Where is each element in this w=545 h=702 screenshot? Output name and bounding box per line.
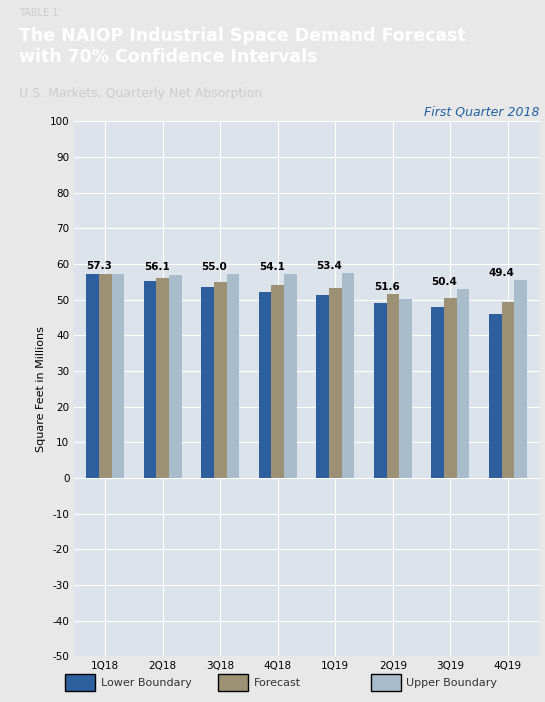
Text: Lower Boundary: Lower Boundary xyxy=(101,677,192,688)
Text: 53.4: 53.4 xyxy=(316,260,342,270)
Text: TABLE 1: TABLE 1 xyxy=(19,8,58,18)
Bar xyxy=(227,274,239,478)
Text: 50.4: 50.4 xyxy=(432,277,457,286)
Bar xyxy=(169,274,181,478)
Bar xyxy=(112,274,124,478)
FancyBboxPatch shape xyxy=(371,674,401,691)
Text: U.S. Markets, Quarterly Net Absorption: U.S. Markets, Quarterly Net Absorption xyxy=(19,87,262,100)
Bar xyxy=(214,282,227,478)
Y-axis label: Square Feet in Millions: Square Feet in Millions xyxy=(35,326,46,452)
FancyBboxPatch shape xyxy=(65,674,95,691)
Bar xyxy=(316,295,329,478)
Bar xyxy=(201,287,214,478)
Text: First Quarter 2018: First Quarter 2018 xyxy=(424,106,540,119)
Bar xyxy=(144,281,156,478)
FancyBboxPatch shape xyxy=(218,674,248,691)
Text: 49.4: 49.4 xyxy=(489,267,515,278)
Text: Upper Boundary: Upper Boundary xyxy=(406,677,497,688)
Text: 55.0: 55.0 xyxy=(201,262,227,272)
Text: The NAIOP Industrial Space Demand Forecast
with 70% Confidence Intervals: The NAIOP Industrial Space Demand Foreca… xyxy=(19,27,466,66)
Text: 51.6: 51.6 xyxy=(374,282,399,291)
Text: 57.3: 57.3 xyxy=(86,261,112,271)
Bar xyxy=(86,274,99,478)
Text: 54.1: 54.1 xyxy=(259,262,284,272)
Bar xyxy=(156,278,169,478)
Bar xyxy=(514,280,527,478)
Bar xyxy=(99,274,112,478)
Text: Forecast: Forecast xyxy=(253,677,300,688)
Bar xyxy=(444,298,457,478)
Bar xyxy=(271,285,284,478)
Bar xyxy=(489,314,501,478)
Bar xyxy=(501,302,514,478)
Bar xyxy=(342,273,354,478)
Bar xyxy=(259,291,271,478)
Bar xyxy=(399,298,412,478)
Bar xyxy=(374,303,386,478)
Text: 56.1: 56.1 xyxy=(144,263,169,272)
Bar xyxy=(284,274,297,478)
Bar xyxy=(432,307,444,478)
Bar xyxy=(329,288,342,478)
Bar xyxy=(386,294,399,478)
Bar xyxy=(457,289,469,478)
